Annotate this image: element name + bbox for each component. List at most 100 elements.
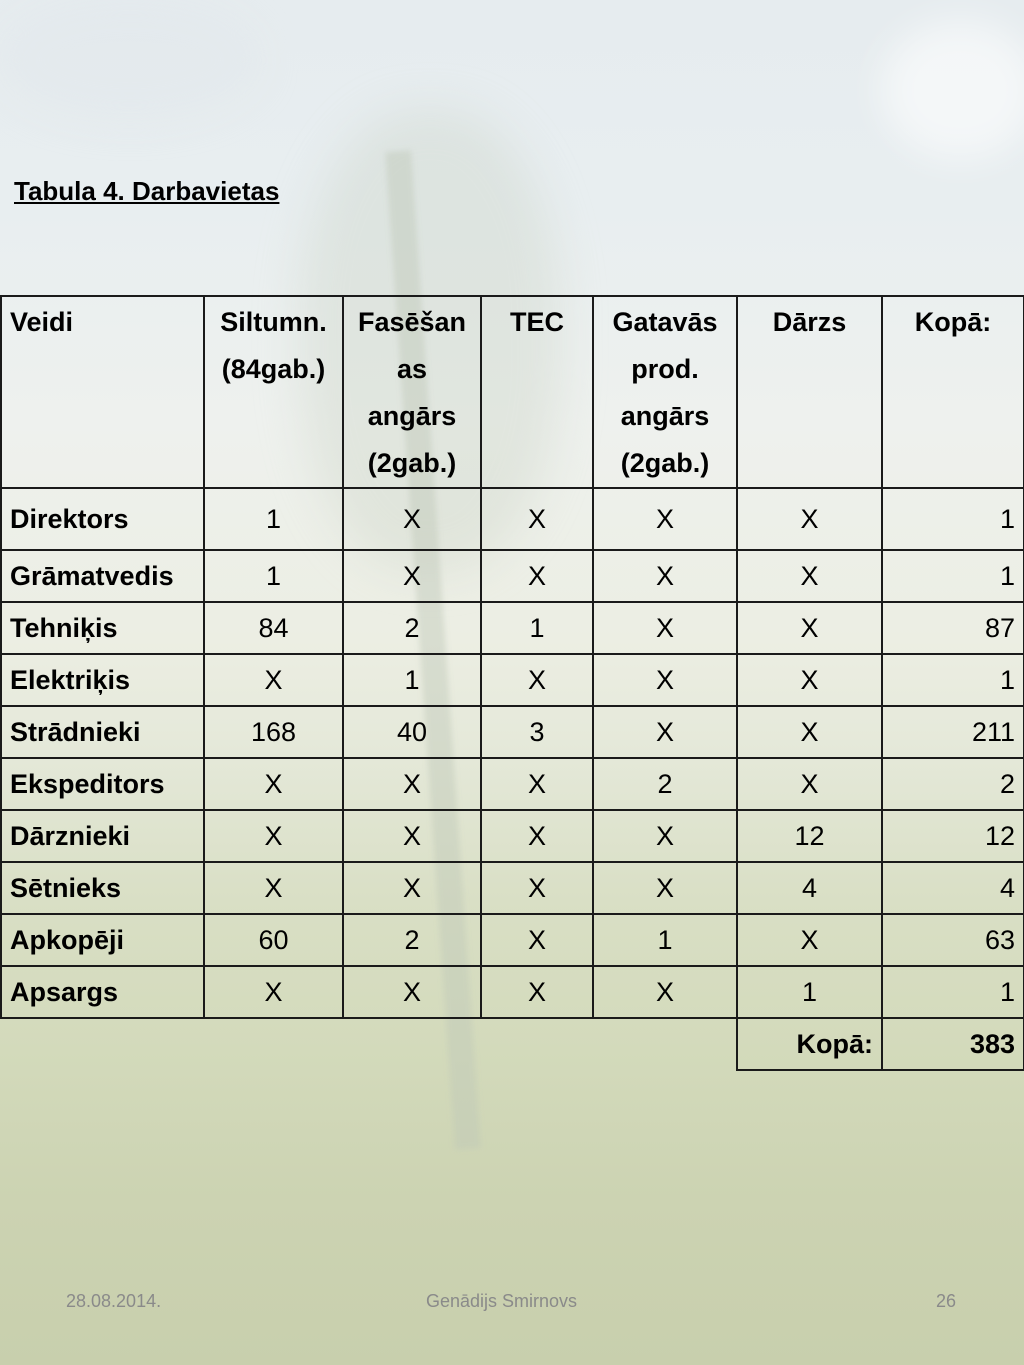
table-cell: 1 (480, 601, 594, 655)
table-cell: X (480, 549, 594, 603)
table-cell: X (342, 757, 482, 811)
table-cell: X (736, 549, 883, 603)
header-gatavas-prod-angars: Gatavās prod. angārs (2gab.) (592, 295, 738, 489)
total-label: Kopā: (736, 1017, 883, 1071)
header-line: (2gab.) (367, 448, 457, 478)
table-cell: 1 (203, 487, 344, 551)
table-cell: 2 (342, 913, 482, 967)
table-row: Apkopēji 60 2 X 1 X 63 (0, 913, 1024, 967)
header-line: angārs (367, 401, 457, 431)
header-line: angārs (620, 401, 710, 431)
table-cell: X (480, 809, 594, 863)
table-cell: X (342, 809, 482, 863)
table-cell: 1 (203, 549, 344, 603)
footer-author: Genādijs Smirnovs (426, 1291, 578, 1311)
table-row: Grāmatvedis 1 X X X X 1 (0, 549, 1024, 603)
cloud (880, 20, 1024, 160)
row-total-cell: 1 (881, 549, 1024, 603)
table-cell: X (203, 861, 344, 915)
table-row: Elektriķis X 1 X X X 1 (0, 653, 1024, 707)
table-row: Strādnieki 168 40 3 X X 211 (0, 705, 1024, 759)
row-label: Strādnieki (0, 705, 205, 759)
table-cell: X (592, 965, 738, 1019)
table-cell: 1 (736, 965, 883, 1019)
table-cell: X (203, 757, 344, 811)
total-value: 383 (881, 1017, 1024, 1071)
table-cell: X (342, 965, 482, 1019)
table-cell: 4 (736, 861, 883, 915)
row-total-cell: 2 (881, 757, 1024, 811)
row-total-cell: 4 (881, 861, 1024, 915)
table-cell: 84 (203, 601, 344, 655)
footer-date: 28.08.2014. (66, 1291, 162, 1311)
table-cell: X (480, 757, 594, 811)
table-cell: 12 (736, 809, 883, 863)
row-label: Grāmatvedis (0, 549, 205, 603)
table-cell: X (203, 965, 344, 1019)
table-row: Tehniķis 84 2 1 X X 87 (0, 601, 1024, 655)
table-cell: X (592, 653, 738, 707)
row-label: Apsargs (0, 965, 205, 1019)
table-cell: X (203, 653, 344, 707)
table-row: Ekspeditors X X X 2 X 2 (0, 757, 1024, 811)
table-cell: X (592, 809, 738, 863)
header-kopa: Kopā: (881, 295, 1024, 489)
table-cell: X (736, 487, 883, 551)
row-label: Apkopēji (0, 913, 205, 967)
table-title: Tabula 4. Darbavietas (14, 176, 280, 206)
table-row: Sētnieks X X X X 4 4 (0, 861, 1024, 915)
header-line: Gatavās (612, 307, 718, 337)
table-cell: X (203, 809, 344, 863)
header-veidi: Veidi (0, 295, 205, 489)
table-cell: X (480, 653, 594, 707)
jobs-table: Veidi Siltumn. (84gab.) Fasēšan as angār… (0, 295, 1024, 1071)
header-line: Fasēšan (357, 307, 467, 337)
table-cell: X (736, 757, 883, 811)
table-cell: 168 (203, 705, 344, 759)
table-cell: X (480, 965, 594, 1019)
header-line: (2gab.) (620, 448, 710, 478)
table-cell: X (592, 861, 738, 915)
row-label: Tehniķis (0, 601, 205, 655)
table-cell: X (592, 487, 738, 551)
row-total-cell: 1 (881, 653, 1024, 707)
row-total-cell: 87 (881, 601, 1024, 655)
table-cell: X (342, 549, 482, 603)
total-row-spacer (1, 1018, 737, 1070)
header-line: as (396, 354, 428, 384)
table-cell: 1 (592, 913, 738, 967)
table-cell: 2 (592, 757, 738, 811)
header-line: prod. (631, 354, 699, 384)
table-cell: 3 (480, 705, 594, 759)
table-cell: X (342, 861, 482, 915)
footer-page-number: 26 (936, 1291, 957, 1311)
table-cell: 60 (203, 913, 344, 967)
row-label: Ekspeditors (0, 757, 205, 811)
table-row: Direktors 1 X X X X 1 (0, 487, 1024, 551)
table-cell: 40 (342, 705, 482, 759)
row-label: Direktors (0, 487, 205, 551)
table-cell: X (480, 861, 594, 915)
header-line: (84gab.) (221, 354, 326, 384)
table-cell: X (480, 487, 594, 551)
cloud (0, 0, 260, 120)
header-line: Siltumn. (220, 307, 327, 337)
table-cell: 2 (342, 601, 482, 655)
header-siltumn: Siltumn. (84gab.) (203, 295, 344, 489)
table-row: Dārznieki X X X X 12 12 (0, 809, 1024, 863)
table-cell: X (480, 913, 594, 967)
table-cell: X (592, 705, 738, 759)
table-row: Apsargs X X X X 1 1 (0, 965, 1024, 1019)
table-cell: X (736, 705, 883, 759)
row-total-cell: 1 (881, 965, 1024, 1019)
row-label: Sētnieks (0, 861, 205, 915)
header-fasesanas-angars: Fasēšan as angārs (2gab.) (342, 295, 482, 489)
header-darzs: Dārzs (736, 295, 883, 489)
table-cell: X (342, 487, 482, 551)
table-cell: X (736, 913, 883, 967)
row-total-cell: 1 (881, 487, 1024, 551)
row-total-cell: 211 (881, 705, 1024, 759)
table-cell: X (592, 549, 738, 603)
row-label: Dārznieki (0, 809, 205, 863)
table-cell: X (736, 601, 883, 655)
